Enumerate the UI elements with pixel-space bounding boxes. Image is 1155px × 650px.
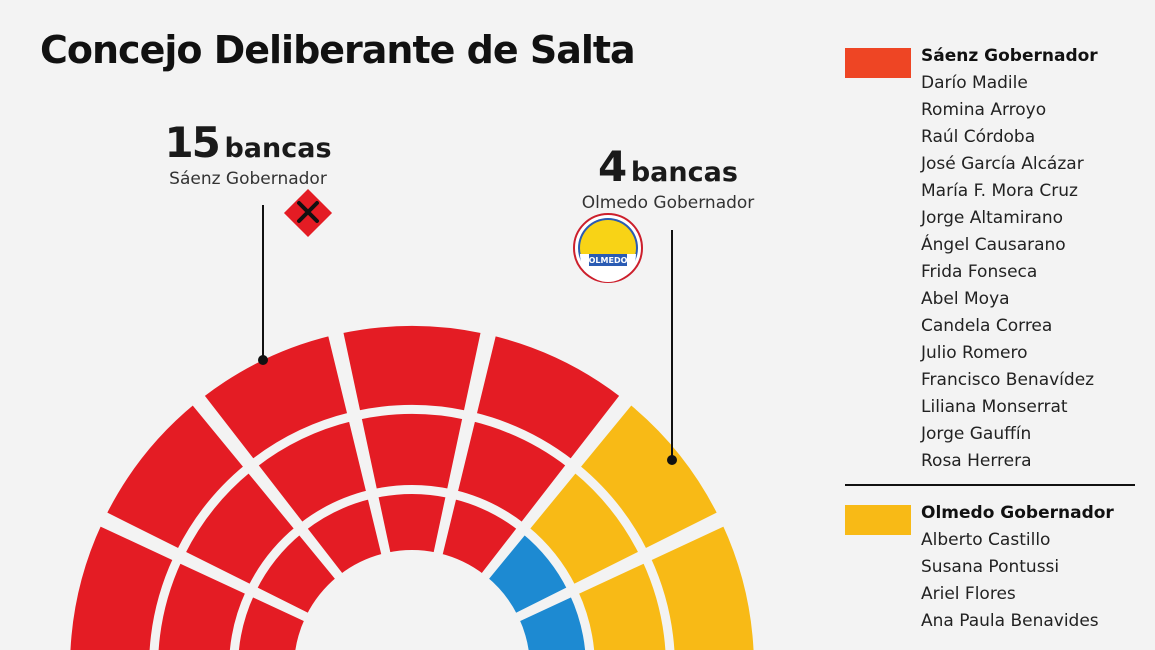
olmedo-member-1: Alberto Castillo: [921, 530, 1051, 550]
saenz-member-5: María F. Mora Cruz: [921, 181, 1078, 201]
saenz-leader-dot: [258, 355, 268, 365]
saenz-member-12: Francisco Benavídez: [921, 370, 1095, 390]
seat-inner-1-saenz: [232, 589, 312, 650]
page-title: Concejo Deliberante de Salta: [40, 28, 636, 72]
olmedo-party-name: Olmedo Gobernador: [581, 193, 755, 213]
olmedo-party-logo-icon: OLMEDO: [573, 213, 643, 283]
saenz-member-14: Jorge Gauffín: [921, 424, 1032, 444]
olmedo-leader-dot: [667, 455, 677, 465]
saenz-member-15: Rosa Herrera: [921, 451, 1032, 471]
seat-inner-3-saenz: [299, 492, 389, 582]
saenz-member-4: José García Alcázar: [921, 154, 1084, 174]
saenz-member-7: Ángel Causarano: [921, 235, 1066, 255]
olmedo-member-3: Ariel Flores: [921, 584, 1016, 604]
olmedo-member-4: Ana Paula Benavides: [921, 611, 1099, 631]
olmedo-member-2: Susana Pontussi: [921, 557, 1060, 577]
saenz-member-13: Liliana Monserrat: [921, 397, 1068, 417]
saenz-member-10: Candela Correa: [921, 316, 1053, 336]
seat-outer-4-saenz: [336, 320, 488, 418]
olmedo-count-label: bancas: [630, 157, 738, 188]
saenz-party-logo-icon: [283, 188, 333, 238]
seat-inner-4-saenz: [371, 488, 453, 560]
legend-divider: [845, 484, 1135, 486]
seat-inner-6-other: [480, 526, 575, 621]
saenz-legend-swatch: [845, 48, 911, 78]
saenz-member-6: Jorge Altamirano: [921, 208, 1064, 228]
saenz-member-2: Romina Arroyo: [921, 100, 1047, 120]
olmedo-legend-swatch: [845, 505, 911, 535]
seat-inner-2-saenz: [249, 526, 344, 621]
saenz-count-number: 15: [164, 118, 220, 167]
seat-inner-5-saenz: [435, 492, 525, 582]
saenz-member-1: Darío Madile: [921, 73, 1028, 93]
saenz-member-9: Abel Moya: [921, 289, 1010, 309]
olmedo-legend-heading: Olmedo Gobernador: [921, 503, 1114, 523]
saenz-member-3: Raúl Córdoba: [921, 127, 1036, 147]
olmedo-logo-text: OLMEDO: [589, 256, 628, 265]
olmedo-callout: 4 bancas Olmedo Gobernador: [566, 142, 770, 213]
olmedo-member-list: Alberto Castillo Susana Pontussi Ariel Flo…: [921, 527, 1099, 635]
olmedo-seat-count: 4 bancas: [566, 142, 770, 191]
saenz-member-list: Darío Madile Romina Arroyo Raúl Córdoba Jos…: [921, 70, 1094, 475]
saenz-party-name: Sáenz Gobernador: [169, 169, 327, 189]
olmedo-count-number: 4: [598, 142, 627, 191]
seat-inner-7-other: [512, 589, 592, 650]
seat-middle-4-saenz: [354, 408, 470, 496]
saenz-legend-heading: Sáenz Gobernador: [921, 46, 1098, 66]
saenz-count-label: bancas: [224, 133, 332, 164]
saenz-member-11: Julio Romero: [921, 343, 1028, 363]
saenz-seat-count: 15 bancas: [158, 118, 338, 167]
saenz-member-8: Frida Fonseca: [921, 262, 1038, 282]
saenz-callout: 15 bancas Sáenz Gobernador: [158, 118, 338, 189]
